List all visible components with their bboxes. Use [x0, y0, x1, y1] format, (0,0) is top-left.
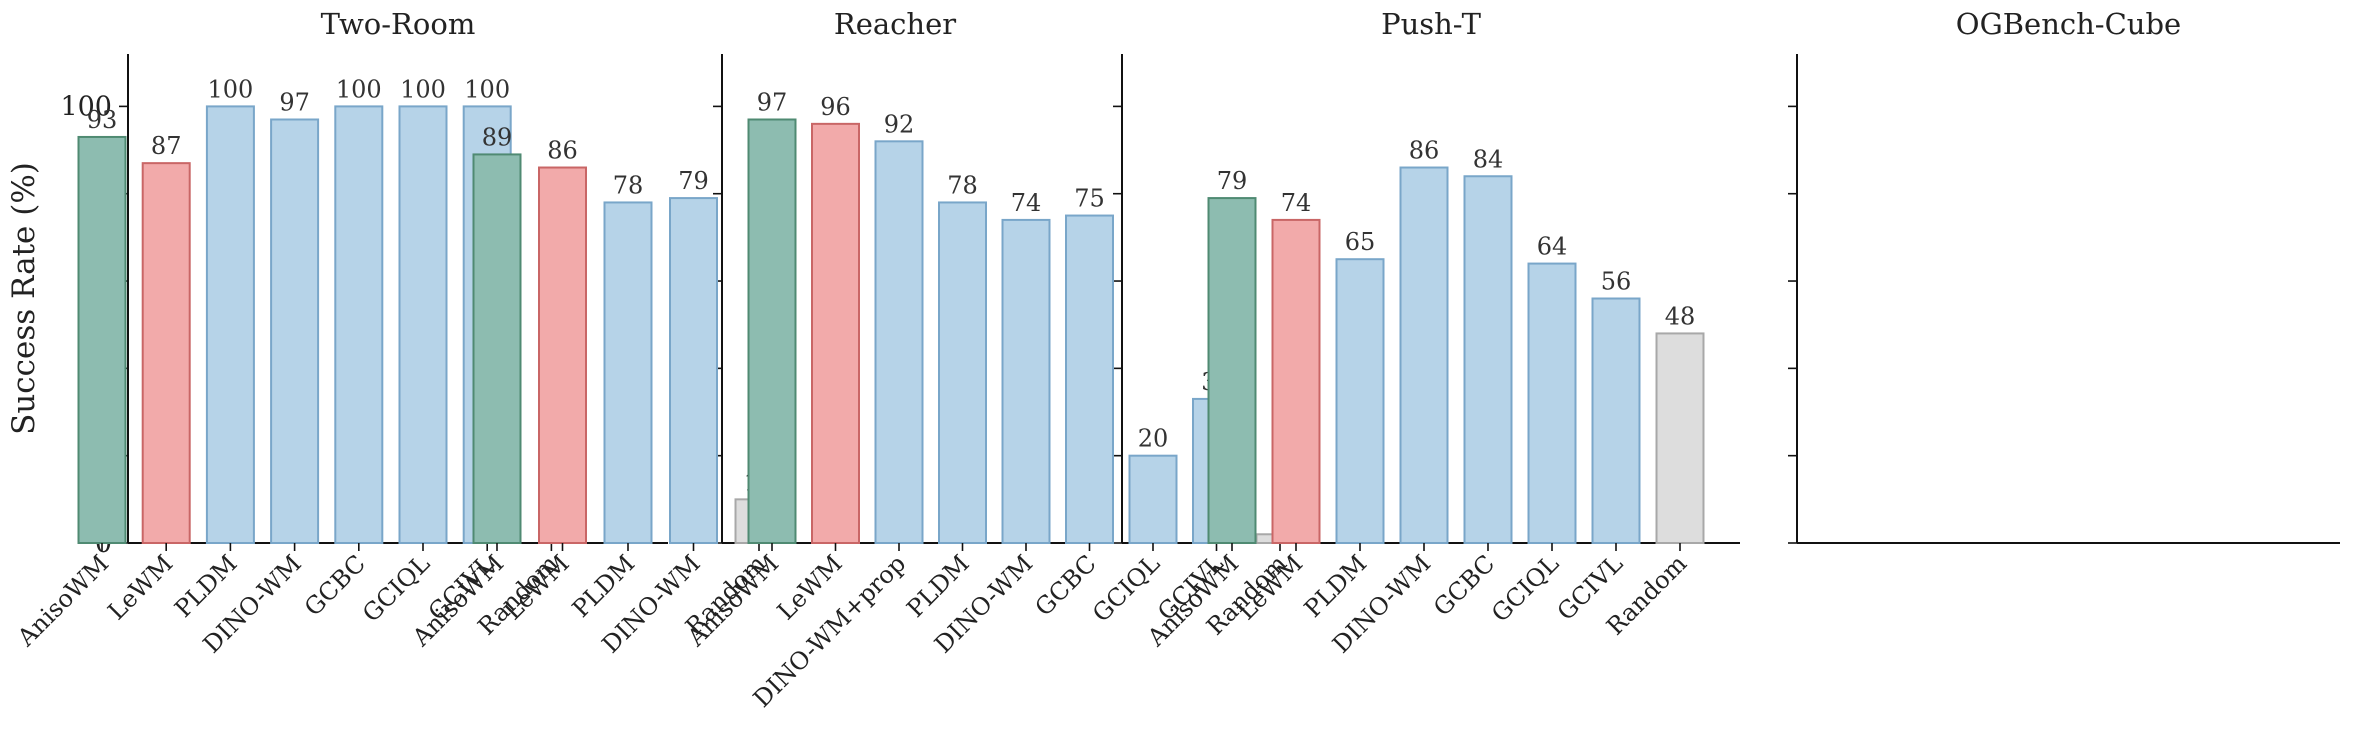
value-label: 78	[947, 171, 978, 199]
value-label: 96	[820, 93, 851, 121]
value-label: 64	[1537, 233, 1568, 261]
bar-anisowm	[1207, 197, 1257, 544]
bar-anisowm	[472, 153, 522, 544]
value-label: 75	[1074, 185, 1105, 213]
value-label: 100	[464, 75, 510, 103]
value-label: 78	[613, 171, 644, 199]
bar-anisowm	[747, 118, 797, 545]
value-label: 74	[1281, 189, 1312, 217]
value-label: 65	[1345, 228, 1376, 256]
x-tick-label: LeWM	[103, 549, 179, 625]
x-tick-label: GCIQL	[1087, 549, 1165, 627]
panel-title: Two-Room	[321, 7, 476, 41]
bar-lewm	[141, 162, 191, 544]
x-tick-label: GCIQL	[1486, 549, 1564, 627]
value-label: 86	[547, 137, 578, 165]
panel-title: OGBench-Cube	[1956, 7, 2181, 41]
bar-gcivl	[1591, 297, 1641, 544]
value-label: 84	[1473, 145, 1504, 173]
value-label: 79	[678, 167, 709, 195]
value-label: 56	[1601, 268, 1632, 296]
value-label: 100	[207, 75, 253, 103]
bar-lewm	[538, 166, 587, 544]
bar-gciql	[1128, 454, 1178, 544]
value-label: 100	[400, 75, 446, 103]
bar-gciql	[1527, 262, 1577, 544]
bar-dino-wm-prop	[874, 140, 924, 544]
value-label: 79	[1217, 167, 1248, 195]
panel-4: OGBench-Cube79AnisoWM74LeWM65PLDM86DINO-…	[1141, 7, 2340, 659]
value-label: 48	[1665, 302, 1696, 330]
value-label: 86	[1409, 137, 1440, 165]
y-axis-label: Success Rate (%)	[6, 162, 42, 435]
bar-pldm	[205, 105, 255, 545]
bar-dino-wm	[669, 197, 718, 544]
value-label: 97	[757, 88, 788, 116]
bar-lewm	[1271, 218, 1321, 545]
y-tick-label: 100	[60, 91, 112, 122]
bar-random	[1655, 332, 1705, 544]
bar-gciql	[398, 105, 448, 545]
bar-dino-wm	[270, 118, 320, 545]
value-label: 20	[1138, 425, 1169, 453]
bar-gcbc	[1065, 214, 1114, 544]
bar-dino-wm	[1399, 166, 1449, 544]
value-label: 97	[279, 88, 310, 116]
value-label: 89	[482, 123, 513, 151]
value-label: 100	[336, 75, 382, 103]
panel-title: Reacher	[834, 7, 956, 41]
bar-gcbc	[1463, 175, 1513, 544]
panel-title: Push-T	[1381, 7, 1482, 41]
value-label: 87	[151, 132, 182, 160]
bar-pldm	[938, 201, 987, 544]
x-tick-label: AnisoWM	[11, 549, 114, 652]
bar-dino-wm	[1001, 218, 1051, 545]
value-label: 74	[1011, 189, 1042, 217]
bar-pldm	[1335, 258, 1385, 544]
bar-anisowm	[77, 135, 127, 544]
bar-lewm	[811, 122, 860, 544]
bar-pldm	[603, 201, 653, 544]
bar-gcbc	[334, 105, 384, 545]
value-label: 92	[884, 110, 915, 138]
value-label: 93	[87, 106, 118, 134]
